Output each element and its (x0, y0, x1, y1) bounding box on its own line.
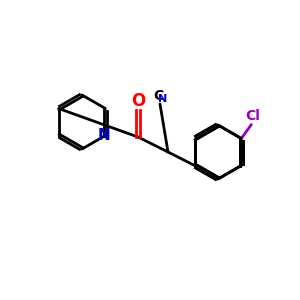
Text: C: C (153, 89, 163, 103)
Text: N: N (158, 94, 168, 104)
Text: N: N (98, 128, 111, 143)
Text: O: O (131, 92, 145, 110)
Text: Cl: Cl (245, 110, 260, 124)
